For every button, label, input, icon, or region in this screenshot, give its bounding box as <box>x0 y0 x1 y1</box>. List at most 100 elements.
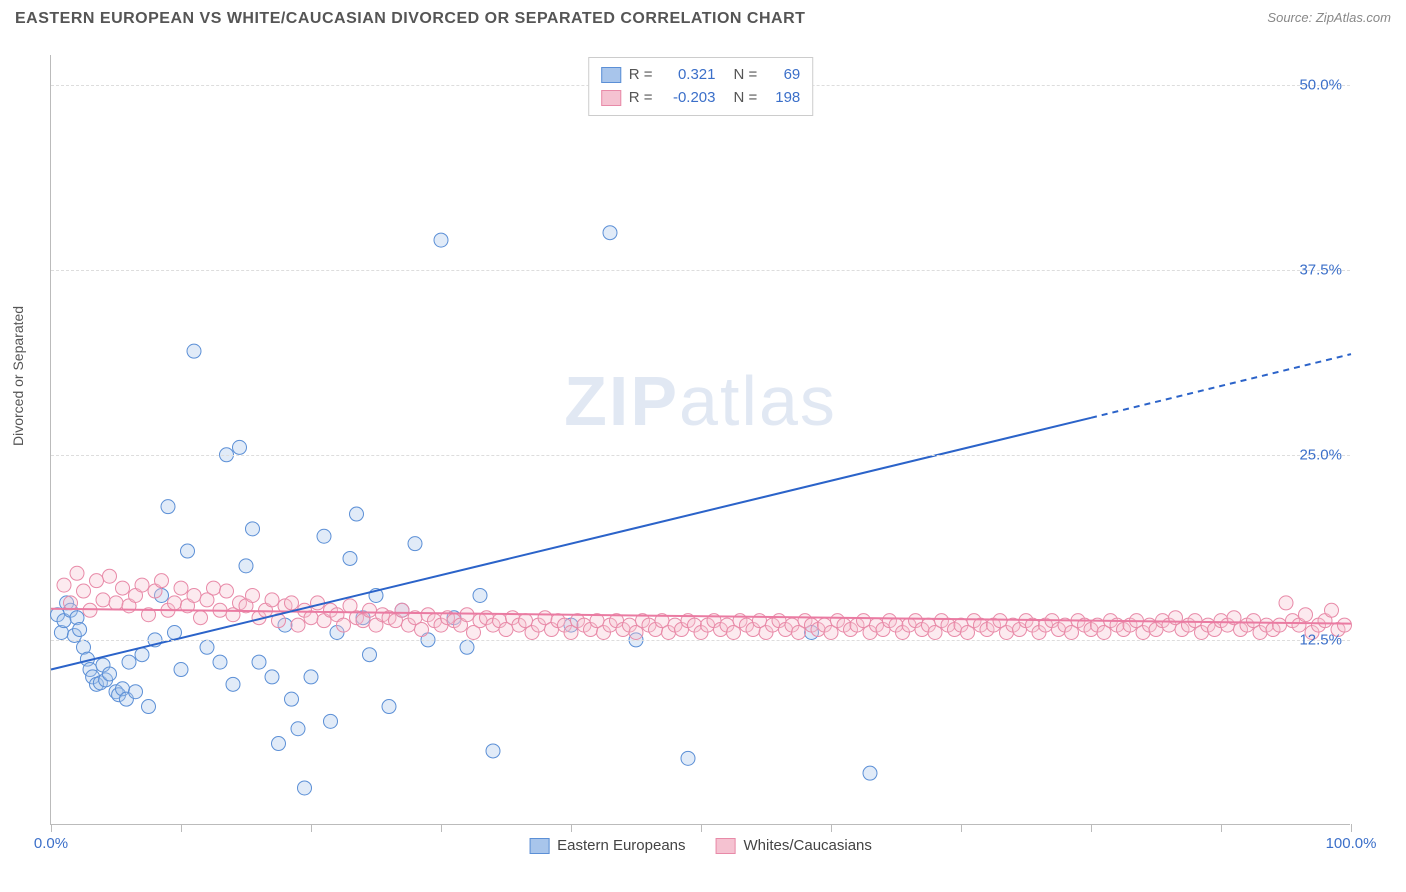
data-point <box>460 608 474 622</box>
data-point <box>57 578 71 592</box>
data-point <box>343 551 357 565</box>
data-point <box>135 578 149 592</box>
x-tick <box>571 824 572 832</box>
x-tick <box>701 824 702 832</box>
data-point <box>109 596 123 610</box>
data-point <box>863 766 877 780</box>
source-prefix: Source: <box>1267 10 1312 25</box>
data-point <box>486 744 500 758</box>
series-label-white: Whites/Caucasians <box>744 837 872 854</box>
chart-title: EASTERN EUROPEAN VS WHITE/CAUCASIAN DIVO… <box>15 10 805 27</box>
series-label-eastern: Eastern Europeans <box>557 837 685 854</box>
plot-area: R = 0.321 N = 69 R = -0.203 N = 198 ZIPa… <box>50 55 1350 825</box>
data-point <box>408 537 422 551</box>
y-tick-label: 50.0% <box>1299 76 1342 93</box>
n-value-eastern: 69 <box>765 64 800 87</box>
r-label-eastern: R = <box>629 64 653 87</box>
chart-header: EASTERN EUROPEAN VS WHITE/CAUCASIAN DIVO… <box>0 0 1406 40</box>
data-point <box>317 529 331 543</box>
data-point <box>265 670 279 684</box>
source-attribution: Source: ZipAtlas.com <box>1267 10 1391 25</box>
data-point <box>200 640 214 654</box>
gridline <box>51 640 1350 641</box>
data-point <box>96 593 110 607</box>
y-tick-label: 25.0% <box>1299 446 1342 463</box>
data-point <box>252 655 266 669</box>
data-point <box>473 588 487 602</box>
x-tick <box>961 824 962 832</box>
data-point <box>265 593 279 607</box>
data-point <box>681 751 695 765</box>
trend-line-extrapolated <box>1091 354 1351 418</box>
data-point <box>298 781 312 795</box>
gridline <box>51 455 1350 456</box>
swatch-white <box>601 90 621 106</box>
data-point <box>142 700 156 714</box>
x-tick <box>441 824 442 832</box>
data-point <box>64 596 78 610</box>
n-label-eastern: N = <box>734 64 758 87</box>
data-point <box>460 640 474 654</box>
y-tick-label: 12.5% <box>1299 631 1342 648</box>
n-value-white: 198 <box>765 87 800 110</box>
data-point <box>135 648 149 662</box>
data-point <box>1325 603 1339 617</box>
data-point <box>181 544 195 558</box>
data-point <box>194 611 208 625</box>
data-point <box>382 700 396 714</box>
data-point <box>1299 608 1313 622</box>
x-tick <box>1351 824 1352 832</box>
data-point <box>415 623 429 637</box>
data-point <box>226 677 240 691</box>
gridline <box>51 270 1350 271</box>
legend-row-eastern: R = 0.321 N = 69 <box>601 64 801 87</box>
data-point <box>1338 618 1352 632</box>
x-tick <box>1221 824 1222 832</box>
data-point <box>220 584 234 598</box>
swatch-eastern <box>601 67 621 83</box>
x-tick <box>1091 824 1092 832</box>
data-point <box>1273 618 1287 632</box>
data-point <box>187 588 201 602</box>
data-point <box>246 522 260 536</box>
legend-item-eastern: Eastern Europeans <box>529 837 685 854</box>
data-point <box>161 500 175 514</box>
data-point <box>434 233 448 247</box>
r-label-white: R = <box>629 87 653 110</box>
data-point <box>233 440 247 454</box>
swatch-eastern-bottom <box>529 838 549 854</box>
data-point <box>350 507 364 521</box>
data-point <box>291 722 305 736</box>
data-point <box>1279 596 1293 610</box>
legend-item-white: Whites/Caucasians <box>716 837 872 854</box>
data-point <box>337 618 351 632</box>
data-point <box>291 618 305 632</box>
data-point <box>155 574 169 588</box>
data-point <box>73 623 87 637</box>
x-tick <box>831 824 832 832</box>
x-tick-label: 0.0% <box>34 835 68 852</box>
data-point <box>129 685 143 699</box>
x-tick <box>311 824 312 832</box>
data-point <box>187 344 201 358</box>
data-point <box>285 596 299 610</box>
source-name: ZipAtlas.com <box>1316 10 1391 25</box>
scatter-svg <box>51 55 1350 824</box>
correlation-legend: R = 0.321 N = 69 R = -0.203 N = 198 <box>588 57 814 116</box>
data-point <box>395 603 409 617</box>
data-point <box>285 692 299 706</box>
data-point <box>103 569 117 583</box>
data-point <box>363 648 377 662</box>
y-tick-label: 37.5% <box>1299 261 1342 278</box>
data-point <box>246 588 260 602</box>
data-point <box>207 581 221 595</box>
legend-row-white: R = -0.203 N = 198 <box>601 87 801 110</box>
data-point <box>324 714 338 728</box>
data-point <box>77 584 91 598</box>
data-point <box>174 581 188 595</box>
y-axis-title: Divorced or Separated <box>10 306 26 446</box>
swatch-white-bottom <box>716 838 736 854</box>
data-point <box>213 655 227 669</box>
n-label-white: N = <box>734 87 758 110</box>
data-point <box>122 655 136 669</box>
